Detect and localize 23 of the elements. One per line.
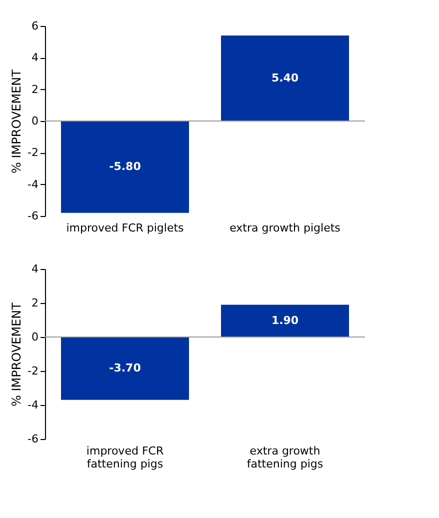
y-tick-label: -2	[28, 146, 38, 160]
y-tick-label: -2	[28, 364, 38, 378]
x-tick-label: improved FCR piglets	[66, 222, 184, 234]
y-tick-label: -4	[28, 398, 38, 412]
data-label: 1.90	[271, 314, 299, 327]
data-label: 5.40	[271, 71, 299, 84]
y-tick-label: 6	[32, 20, 38, 32]
y-tick-label: -6	[28, 210, 38, 222]
y-tick-label: -6	[28, 432, 38, 446]
x-tick-label: improved FCR fattening pigs	[86, 444, 164, 470]
y-tick-label: 0	[32, 330, 38, 344]
x-tick-label: extra growth piglets	[230, 222, 341, 234]
x-tick-label: extra growth fattening pigs	[246, 444, 324, 470]
y-axis-title: % IMPROVEMENT	[10, 302, 24, 406]
y-axis-title: % IMPROVEMENT	[10, 68, 24, 174]
y-tick-label: -4	[28, 178, 38, 191]
y-tick-label: 4	[32, 51, 38, 64]
y-tick-label: 2	[32, 82, 38, 96]
y-tick-label: 2	[32, 296, 38, 310]
y-tick-label: 0	[32, 114, 38, 128]
data-label: -3.70	[109, 361, 142, 374]
data-label: -5.80	[109, 160, 142, 173]
y-tick-label: 4	[32, 262, 38, 276]
